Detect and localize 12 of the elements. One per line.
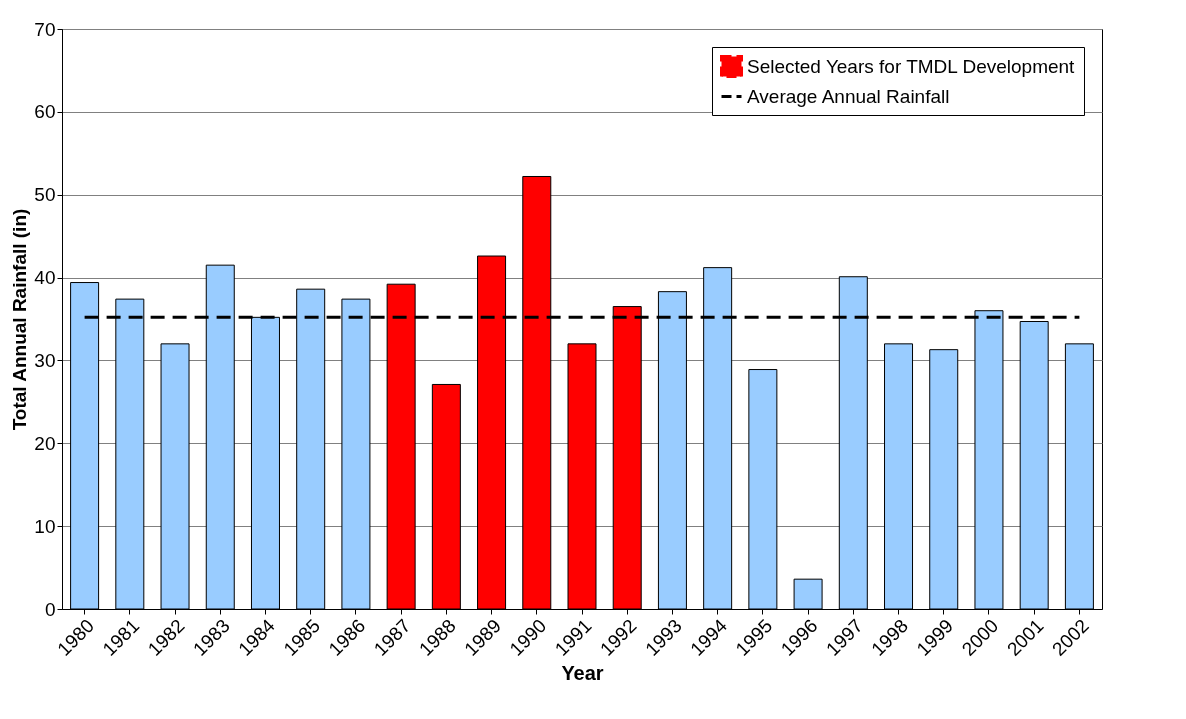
y-tick-label: 40: [34, 267, 56, 289]
y-tick-label: 20: [34, 432, 56, 454]
x-axis-title: Year: [561, 661, 604, 684]
y-tick-label: 10: [34, 515, 56, 537]
y-tick-label: 50: [34, 184, 56, 206]
legend-label: Average Annual Rainfall: [747, 85, 950, 107]
legend-label: Selected Years for TMDL Development: [747, 55, 1076, 77]
y-tick-label: 60: [34, 101, 56, 123]
y-axis-title: Total Annual Rainfall (in): [9, 208, 31, 431]
y-tick-label: 70: [34, 18, 56, 40]
y-tick-label: 30: [34, 349, 56, 371]
y-tick-label: 0: [44, 598, 56, 620]
